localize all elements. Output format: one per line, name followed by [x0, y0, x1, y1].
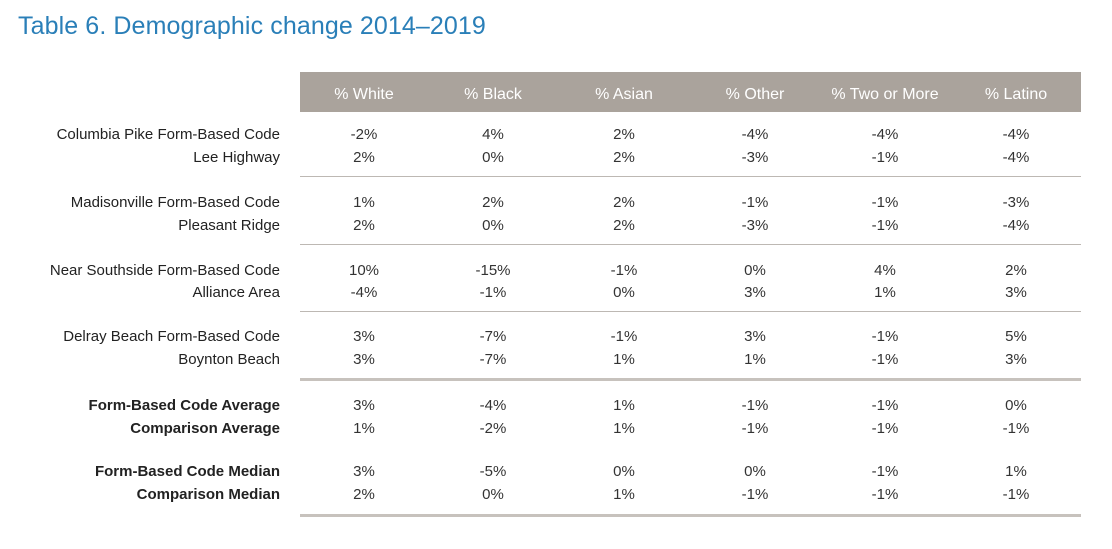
column-header: % Two or More: [831, 86, 939, 103]
table-cell: 1%: [353, 420, 375, 437]
column-header: % Other: [725, 86, 785, 103]
table-cell: 4%: [482, 126, 504, 143]
table-cell: 4%: [874, 262, 896, 279]
table-cell: -3%: [741, 149, 769, 166]
table-cell: 2%: [613, 217, 635, 234]
table-cell: 3%: [353, 397, 375, 414]
table-cell: 0%: [482, 149, 504, 166]
table-cell: 1%: [744, 351, 766, 368]
table-cell: -3%: [1002, 194, 1030, 211]
table-cell: -1%: [871, 463, 899, 480]
table-cell: -1%: [871, 486, 899, 503]
row-label: Alliance Area: [192, 284, 280, 301]
table-cell: 3%: [744, 284, 766, 301]
table-cell: -1%: [479, 284, 507, 301]
table-cell: 0%: [613, 463, 635, 480]
column-header: % Latino: [984, 86, 1048, 103]
row-separator: [300, 311, 1081, 312]
table-cell: -1%: [610, 328, 638, 345]
table-cell: 2%: [482, 194, 504, 211]
row-label: Lee Highway: [193, 149, 280, 166]
table-cell: -1%: [610, 262, 638, 279]
table-cell: -1%: [871, 217, 899, 234]
row-label: Pleasant Ridge: [178, 217, 280, 234]
table-cell: -4%: [871, 126, 899, 143]
table-cell: -1%: [871, 149, 899, 166]
table-cell: -1%: [1002, 420, 1030, 437]
table-cell: -7%: [479, 351, 507, 368]
table-cell: -3%: [741, 217, 769, 234]
table-cell: 3%: [1005, 351, 1027, 368]
row-separator: [300, 514, 1081, 517]
row-separator: [300, 176, 1081, 177]
table-cell: 0%: [744, 262, 766, 279]
table-cell: 3%: [353, 351, 375, 368]
table-cell: -1%: [871, 194, 899, 211]
table-header: % White % Black % Asian % Other % Two or Mor…: [300, 72, 1081, 112]
column-header: % White: [334, 86, 394, 103]
table-cell: 1%: [353, 194, 375, 211]
row-separator: [300, 378, 1081, 381]
table-cell: 0%: [744, 463, 766, 480]
row-label: Comparison Average: [130, 420, 280, 437]
table-cell: -4%: [1002, 149, 1030, 166]
table-cell: 0%: [482, 486, 504, 503]
table-cell: 0%: [1005, 397, 1027, 414]
table-cell: -4%: [1002, 217, 1030, 234]
table-cell: 5%: [1005, 328, 1027, 345]
row-label: Form-Based Code Average: [88, 397, 280, 414]
table-cell: 10%: [348, 262, 380, 279]
table-cell: -1%: [871, 351, 899, 368]
table-cell: -2%: [350, 126, 378, 143]
table-cell: 0%: [482, 217, 504, 234]
table-cell: 1%: [1005, 463, 1027, 480]
table-cell: -1%: [741, 420, 769, 437]
row-label: Form-Based Code Median: [94, 463, 280, 480]
row-label: Columbia Pike Form-Based Code: [56, 126, 280, 143]
table-cell: -1%: [741, 486, 769, 503]
table-cell: -7%: [479, 328, 507, 345]
table-cell: -1%: [871, 420, 899, 437]
row-label: Boynton Beach: [178, 351, 280, 368]
table-cell: -4%: [741, 126, 769, 143]
table-cell: -1%: [741, 194, 769, 211]
table-cell: 1%: [613, 397, 635, 414]
page-title: Table 6. Demographic change 2014–2019: [18, 12, 486, 40]
table-cell: 2%: [1005, 262, 1027, 279]
table-cell: 2%: [353, 149, 375, 166]
table-cell: 1%: [613, 420, 635, 437]
row-label: Comparison Median: [136, 486, 280, 503]
table-cell: -1%: [1002, 486, 1030, 503]
table-cell: 3%: [1005, 284, 1027, 301]
table-cell: 2%: [613, 126, 635, 143]
row-label: Delray Beach Form-Based Code: [63, 328, 280, 345]
table-cell: 2%: [613, 194, 635, 211]
table-cell: 3%: [744, 328, 766, 345]
table-cell: -1%: [871, 397, 899, 414]
row-label: Near Southside Form-Based Code: [49, 262, 280, 279]
table-cell: 1%: [874, 284, 896, 301]
column-header: % Asian: [595, 86, 653, 103]
table-cell: 1%: [613, 351, 635, 368]
table-cell: -15%: [475, 262, 511, 279]
table-cell: -5%: [479, 463, 507, 480]
table-cell: -2%: [479, 420, 507, 437]
table-cell: 0%: [613, 284, 635, 301]
table-cell: 1%: [613, 486, 635, 503]
table-cell: -1%: [871, 328, 899, 345]
table-cell: 2%: [353, 217, 375, 234]
table-cell: 3%: [353, 463, 375, 480]
table-cell: 3%: [353, 328, 375, 345]
column-header: % Black: [464, 86, 522, 103]
table-cell: -4%: [479, 397, 507, 414]
table-cell: 2%: [353, 486, 375, 503]
table-cell: -4%: [1002, 126, 1030, 143]
table-cell: 2%: [613, 149, 635, 166]
table-cell: -1%: [741, 397, 769, 414]
row-separator: [300, 244, 1081, 245]
row-label: Madisonville Form-Based Code: [70, 194, 280, 211]
table-cell: -4%: [350, 284, 378, 301]
